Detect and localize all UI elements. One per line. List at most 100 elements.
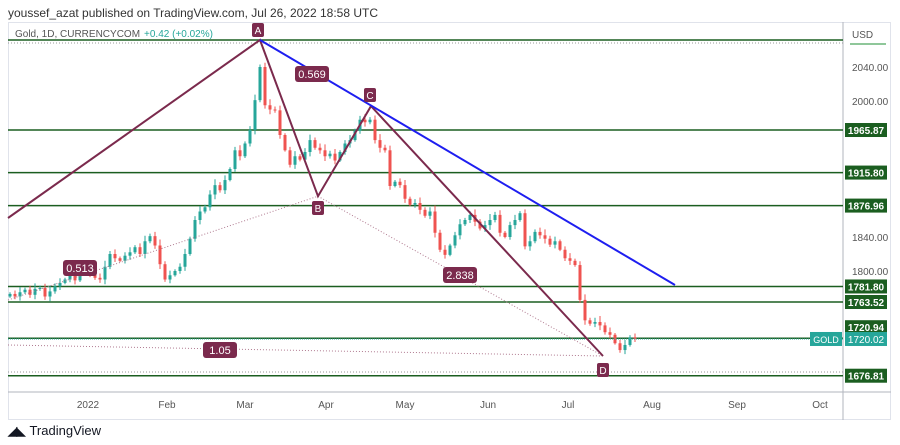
candle-body — [518, 213, 522, 220]
candle-body — [623, 344, 627, 351]
candle-body — [433, 211, 437, 233]
candle-body — [118, 258, 122, 261]
candle-body — [263, 67, 267, 106]
x-tick-label: Sep — [728, 400, 746, 411]
candle-body — [183, 254, 187, 267]
candle-body — [228, 169, 232, 181]
level-price-tag — [845, 368, 887, 383]
candle-body — [333, 153, 337, 161]
candle-body — [523, 213, 527, 247]
chart-frame[interactable] — [8, 22, 891, 420]
candle-body — [143, 241, 147, 254]
candle-body — [598, 322, 602, 326]
candle-body — [123, 255, 127, 261]
candle-body — [378, 140, 382, 148]
candle-body — [588, 320, 592, 324]
candle-body — [128, 252, 132, 256]
candle-body — [173, 271, 177, 276]
level-price-label: 1965.87 — [848, 126, 885, 137]
candle-body — [108, 254, 112, 267]
candle-body — [28, 289, 32, 295]
trendline — [259, 39, 676, 286]
candle-body — [533, 231, 537, 242]
candle-body — [503, 232, 507, 237]
level-price-label: 1676.81 — [848, 372, 885, 383]
candle-body — [268, 105, 272, 110]
candle-body — [413, 203, 417, 205]
candle-body — [283, 135, 287, 151]
y-tick-label: 2040.00 — [852, 63, 889, 74]
candle-body — [418, 203, 422, 210]
candle-body — [223, 180, 227, 191]
level-price-tag — [845, 279, 887, 294]
symbol-name: Gold, 1D, CURRENCYCOM — [15, 29, 141, 40]
pattern-point-label: D — [599, 366, 606, 377]
ratio-label: 2.838 — [446, 270, 474, 282]
candle-body — [158, 245, 162, 265]
candle-body — [603, 325, 607, 333]
candle-body — [318, 147, 322, 151]
y-tick-label: 2000.00 — [852, 97, 889, 108]
candle-body — [193, 220, 197, 239]
ratio-label: 1.05 — [209, 345, 230, 357]
candle-body — [178, 266, 182, 271]
candle-body — [323, 150, 327, 157]
candle-body — [243, 143, 247, 157]
candle-body — [428, 211, 432, 216]
candle-body — [203, 207, 207, 212]
candle-body — [383, 147, 387, 151]
level-price-label: 1720.94 — [848, 323, 885, 334]
candle-body — [303, 152, 307, 160]
candle-body — [73, 275, 77, 281]
xb-dotted-line — [7, 195, 319, 301]
candle-body — [338, 152, 342, 161]
candle-body — [38, 288, 42, 289]
candle-body — [238, 150, 242, 157]
candle-body — [233, 150, 237, 169]
candle-body — [618, 343, 622, 351]
candle-body — [153, 236, 157, 246]
candle-body — [13, 293, 17, 297]
candle-body — [468, 214, 472, 220]
candle-body — [403, 185, 407, 199]
candle-body — [23, 289, 27, 293]
candle-body — [248, 129, 252, 144]
candle-body — [163, 264, 167, 280]
candle-body — [168, 275, 172, 280]
ratio-tag — [203, 342, 237, 358]
y-tick-label: 1840.00 — [852, 233, 889, 244]
candle-body — [288, 150, 292, 165]
ratio-tag — [443, 267, 477, 283]
candle-body — [423, 209, 427, 216]
candle-body — [343, 143, 347, 152]
candle-body — [448, 245, 452, 255]
x-tick-label: Oct — [812, 400, 828, 411]
x-tick-label: Aug — [643, 400, 661, 411]
candle-body — [33, 288, 37, 295]
level-price-label: 1876.96 — [848, 202, 885, 213]
candle-body — [608, 332, 612, 335]
candle-body — [258, 67, 262, 101]
candle-body — [408, 198, 412, 205]
candle-body — [583, 299, 587, 321]
candle-body — [103, 266, 107, 280]
symbol-legend: Gold, 1D, CURRENCYCOM +0.42 (+0.02%) — [15, 29, 213, 40]
x-tick-label: 2022 — [77, 400, 100, 411]
candle-body — [478, 221, 482, 229]
candle-body — [368, 119, 372, 123]
candle-body — [213, 185, 217, 195]
candle-body — [453, 235, 457, 246]
ratio-label: 0.569 — [298, 69, 326, 81]
candle-body — [278, 110, 282, 135]
candle-body — [548, 238, 552, 245]
candle-body — [113, 254, 117, 259]
candle-body — [443, 249, 447, 255]
candle-body — [48, 291, 52, 297]
candle-body — [463, 220, 467, 225]
candle-body — [458, 224, 462, 236]
candle-body — [393, 181, 397, 186]
candle-body — [593, 322, 597, 324]
ratio-tag — [295, 66, 329, 82]
x-tick-label: Jun — [480, 400, 496, 411]
